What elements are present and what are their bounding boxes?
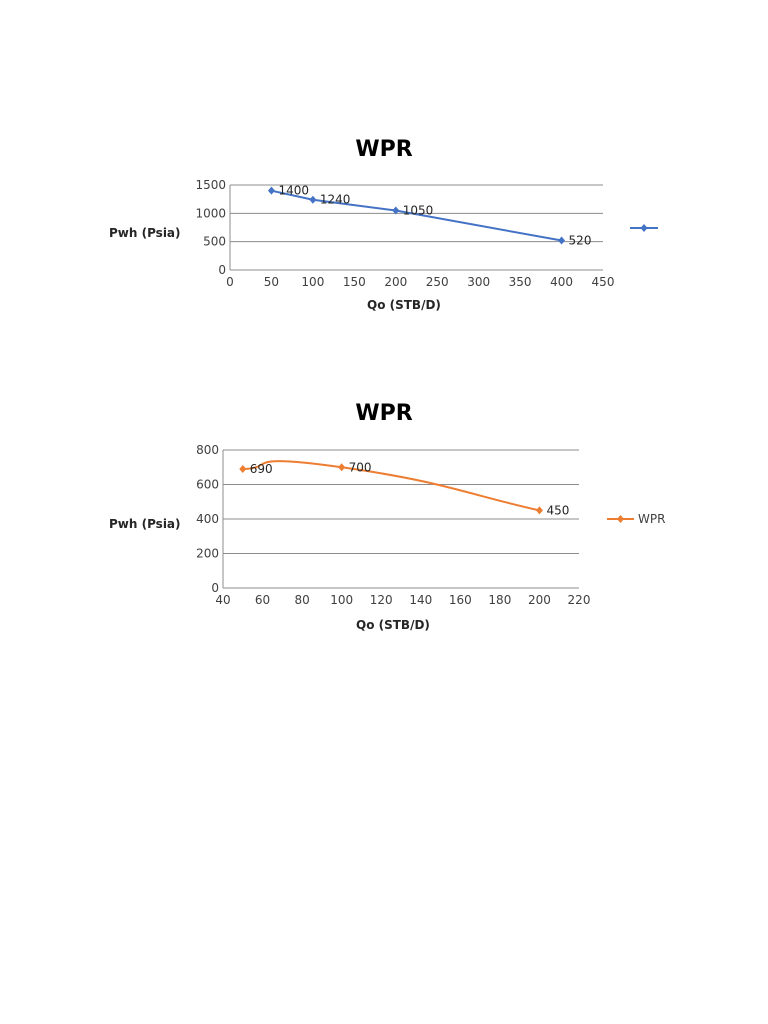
- data-point-marker: [239, 464, 247, 473]
- data-label: 1050: [403, 204, 434, 218]
- x-tick-label: 100: [330, 593, 353, 607]
- x-tick-label: 200: [384, 275, 407, 289]
- chart-1-y-axis-label: Pwh (Psia): [109, 226, 181, 240]
- chart-1-title: WPR: [355, 137, 413, 162]
- legend-marker-icon: [617, 515, 624, 523]
- chart-2-title: WPR: [355, 401, 413, 426]
- chart-2-legend-label: WPR: [638, 512, 666, 526]
- y-tick-label: 200: [196, 547, 219, 561]
- y-tick-label: 400: [196, 512, 219, 526]
- chart-1-plot: 0 500 1000 1500 0 50 100 150 200 250 300 350 400 450 1…: [195, 178, 658, 289]
- data-point-marker: [535, 506, 543, 515]
- y-tick-label: 1000: [195, 206, 226, 220]
- x-tick-label: 180: [488, 593, 511, 607]
- chart-2-plot: 0 200 400 600 800 40 60 80 100 120 140 160 180 200 220…: [196, 443, 634, 607]
- chart-2-y-axis-label: Pwh (Psia): [109, 517, 181, 531]
- series-line: [242, 460, 540, 512]
- x-tick-label: 200: [528, 593, 551, 607]
- x-tick-label: 150: [343, 275, 366, 289]
- y-tick-label: 800: [196, 443, 219, 457]
- data-label: 1400: [278, 184, 309, 198]
- x-tick-label: 40: [215, 593, 230, 607]
- legend-marker-icon: [640, 224, 648, 232]
- data-label: 1240: [320, 193, 351, 207]
- data-label: 450: [546, 503, 569, 517]
- x-tick-label: 450: [592, 275, 615, 289]
- x-tick-label: 120: [370, 593, 393, 607]
- data-label: 700: [349, 460, 372, 474]
- chart-2-x-axis-label: Qo (STB/D): [356, 618, 430, 632]
- data-label: 690: [250, 462, 273, 476]
- x-tick-label: 160: [449, 593, 472, 607]
- x-tick-label: 60: [255, 593, 270, 607]
- x-tick-label: 100: [301, 275, 324, 289]
- chart-1-x-axis-label: Qo (STB/D): [367, 298, 441, 312]
- x-tick-label: 220: [568, 593, 591, 607]
- x-tick-label: 300: [467, 275, 490, 289]
- y-tick-label: 600: [196, 478, 219, 492]
- y-tick-label: 500: [203, 235, 226, 249]
- x-tick-label: 400: [550, 275, 573, 289]
- data-point-marker: [338, 463, 346, 472]
- x-tick-label: 250: [426, 275, 449, 289]
- data-point-marker: [392, 206, 400, 215]
- y-tick-label: 0: [218, 263, 226, 277]
- data-point-marker: [558, 236, 566, 245]
- data-point-marker: [267, 186, 275, 195]
- data-point-marker: [309, 195, 317, 204]
- x-tick-label: 50: [264, 275, 279, 289]
- series-line: [271, 189, 562, 242]
- x-tick-label: 140: [409, 593, 432, 607]
- chart-1: WPR Pwh (Psia) Qo (STB/D) 0 500 1000 1500 0 5…: [0, 0, 768, 330]
- x-tick-label: 350: [509, 275, 532, 289]
- y-tick-label: 0: [211, 581, 219, 595]
- x-tick-label: 0: [226, 275, 234, 289]
- chart-2: WPR Pwh (Psia) Qo (STB/D) 0 200 400 600 800 4…: [109, 401, 666, 632]
- data-label: 520: [569, 234, 592, 248]
- y-tick-label: 1500: [195, 178, 226, 192]
- x-tick-label: 80: [294, 593, 309, 607]
